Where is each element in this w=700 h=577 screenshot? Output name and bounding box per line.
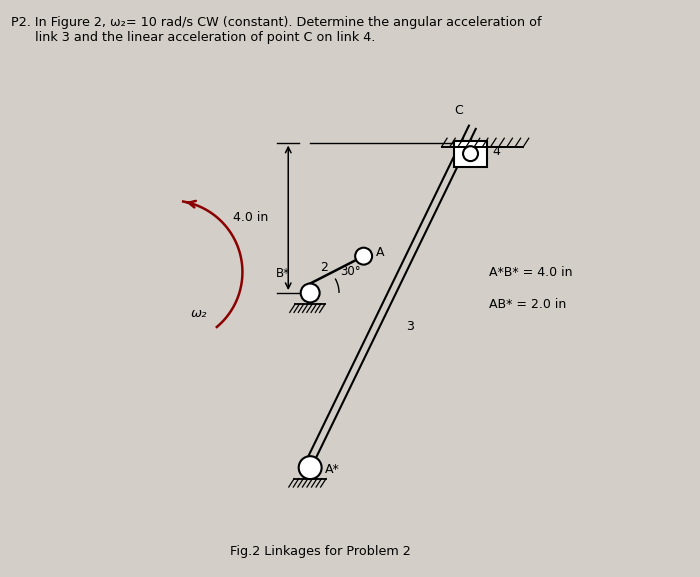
Text: C: C (454, 104, 463, 117)
Circle shape (463, 146, 478, 161)
Text: P2. In Figure 2, ω₂= 10 rad/s CW (constant). Determine the angular acceleration : P2. In Figure 2, ω₂= 10 rad/s CW (consta… (11, 16, 542, 44)
Text: B*: B* (276, 267, 290, 280)
Text: Fig.2 Linkages for Problem 2: Fig.2 Linkages for Problem 2 (230, 545, 410, 558)
Text: 30°: 30° (340, 265, 360, 278)
Text: 4: 4 (492, 145, 500, 158)
Text: 2: 2 (320, 261, 328, 274)
Circle shape (355, 248, 372, 265)
Text: 4.0 in: 4.0 in (233, 211, 268, 224)
FancyBboxPatch shape (454, 141, 487, 167)
Text: ω₂: ω₂ (190, 307, 207, 320)
Text: AB* = 2.0 in: AB* = 2.0 in (489, 298, 567, 312)
Text: A*: A* (325, 463, 340, 475)
Circle shape (301, 283, 320, 302)
Text: A: A (376, 246, 384, 258)
Text: A*B* = 4.0 in: A*B* = 4.0 in (489, 265, 573, 279)
Text: 3: 3 (406, 320, 414, 334)
Circle shape (299, 456, 321, 479)
